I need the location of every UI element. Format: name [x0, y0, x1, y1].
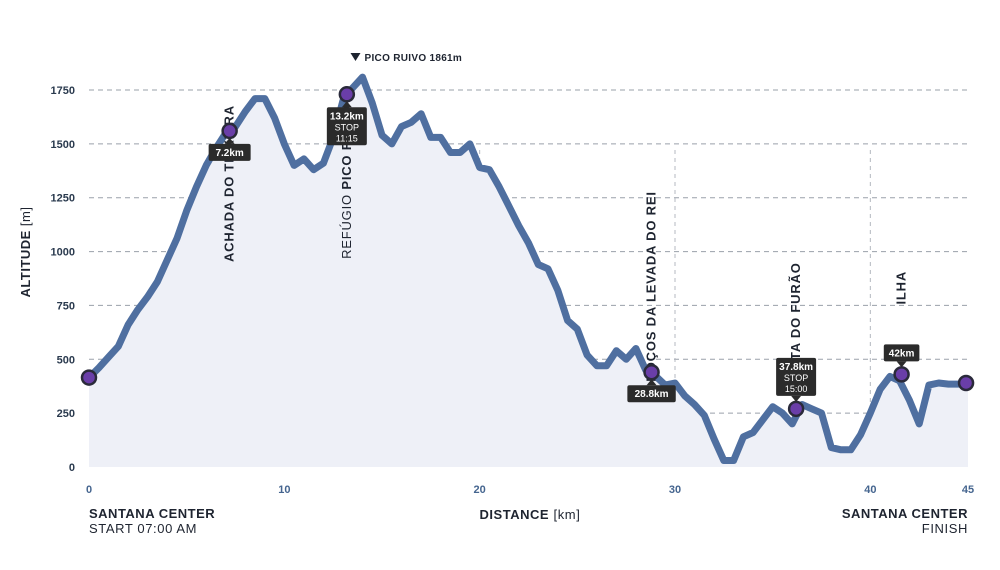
x-axis-title: DISTANCE [km] — [0, 506, 1000, 524]
y-tick-1750: 1750 — [51, 85, 75, 97]
y-tick-250: 250 — [57, 408, 75, 420]
elevation-area — [89, 77, 968, 467]
finish-subtitle: FINISH — [921, 521, 968, 536]
badge-km: 42km — [889, 348, 915, 359]
start-subtitle: START 07:00 AM — [89, 521, 198, 536]
badge-km: 37.8km — [779, 362, 813, 373]
peak-label: PICO RUIVO 1861m — [365, 53, 463, 64]
badge-3: 28.8km — [627, 379, 676, 403]
badge-time: 11:15 — [336, 133, 358, 143]
marker-6 — [957, 374, 975, 392]
y-tick-500: 500 — [57, 354, 75, 366]
y-tick-1250: 1250 — [51, 193, 75, 205]
y-tick-750: 750 — [57, 300, 75, 312]
marker-4 — [787, 400, 805, 418]
x-tick-20: 20 — [474, 484, 486, 496]
waypoint-label-4: ILHA — [894, 271, 909, 305]
badge-box — [776, 357, 817, 396]
y-axis-title-name: ALTITUDE — [18, 226, 33, 297]
y-axis-title: ALTITUDE [m] — [18, 207, 33, 298]
badge-1: 7.2km — [208, 137, 251, 161]
marker-2 — [338, 86, 356, 103]
badge-pointer — [224, 137, 235, 144]
badge-box — [627, 385, 676, 403]
y-axis-title-text: ALTITUDE [m] — [18, 207, 33, 298]
badge-km: 7.2km — [215, 148, 243, 159]
peak-triangle-icon — [350, 53, 361, 61]
waypoint-name: POÇOS DA LEVADA DO REI — [644, 191, 659, 381]
waypoint-label-2: POÇOS DA LEVADA DO REI — [644, 191, 659, 381]
y-tick-1000: 1000 — [51, 247, 75, 259]
badge-box — [883, 344, 920, 362]
x-tick-labels: 0 10 20 30 40 45 — [86, 484, 974, 496]
badge-pointer — [896, 361, 907, 368]
waypoint-name: ILHA — [894, 271, 909, 305]
x-axis-title-text: DISTANCE — [479, 507, 550, 522]
start-label: SANTANA CENTER START 07:00 AM — [89, 506, 215, 536]
marker-0 — [80, 369, 98, 386]
peak-annotation: PICO RUIVO 1861m — [350, 53, 463, 64]
badge-stop: STOP — [335, 122, 359, 132]
y-tick-1500: 1500 — [51, 139, 75, 151]
x-axis-unit: [km] — [553, 507, 581, 522]
badge-box — [326, 107, 367, 146]
y-axis-title-unit: [m] — [18, 207, 33, 227]
x-tick-40: 40 — [864, 484, 876, 496]
marker-5 — [893, 366, 910, 383]
x-tick-10: 10 — [278, 484, 290, 496]
badge-time: 15:00 — [785, 384, 808, 394]
x-tick-0: 0 — [86, 484, 92, 496]
y-tick-0: 0 — [69, 462, 75, 474]
marker-1 — [221, 122, 238, 140]
badge-stop: STOP — [784, 373, 808, 383]
badge-km: 28.8km — [635, 389, 669, 400]
finish-title: SANTANA CENTER — [841, 506, 968, 521]
distance-badges: 7.2km13.2kmSTOP11:1528.8km37.8kmSTOP15:0… — [208, 101, 920, 403]
marker-3 — [643, 363, 660, 381]
badge-km: 13.2km — [330, 111, 364, 122]
y-tick-labels: 0 250 500 750 1000 1250 1500 1750 — [51, 85, 75, 474]
badge-5: 42km — [883, 344, 920, 368]
badge-box — [208, 143, 251, 161]
x-tick-30: 30 — [669, 484, 681, 496]
finish-label: SANTANA CENTER FINISH — [842, 506, 968, 536]
badge-pointer — [791, 395, 802, 402]
start-title: SANTANA CENTER — [89, 506, 216, 521]
waypoint-prefix: REFÚGIO — [339, 190, 354, 259]
badge-pointer — [646, 379, 657, 386]
x-tick-45: 45 — [962, 484, 974, 496]
badge-pointer — [341, 101, 352, 108]
